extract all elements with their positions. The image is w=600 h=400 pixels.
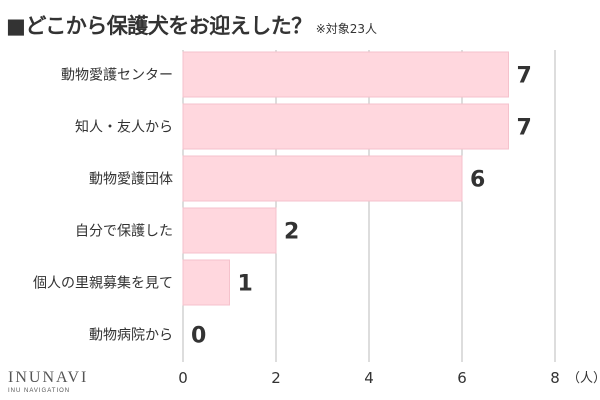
bar-3 — [182, 207, 277, 254]
logo-subtitle: INU NAVIGATION — [8, 388, 71, 394]
data-label-1: 7 — [517, 116, 532, 141]
bar-1 — [182, 103, 509, 150]
data-label-4: 1 — [238, 272, 253, 297]
bar-0 — [182, 51, 509, 98]
category-label-0: 動物愛護センター — [61, 68, 173, 84]
category-label-4: 個人の里親募集を見て — [33, 275, 173, 292]
logo-brand: INUNAVI — [8, 369, 89, 386]
category-label-5: 動物病院から — [89, 328, 173, 344]
chart-title-text: ■どこから保護犬をお迎えした？ — [6, 14, 312, 38]
bar-2 — [182, 155, 463, 202]
chart-title-note: ※対象23人 — [315, 22, 378, 36]
x-tick-label-8: 8 — [550, 369, 560, 387]
data-label-0: 7 — [517, 64, 532, 89]
bar-4 — [182, 259, 230, 306]
x-tick-label-4: 4 — [364, 369, 374, 387]
category-label-1: 知人・友人から — [75, 119, 173, 136]
x-tick-label-6: 6 — [457, 369, 467, 387]
category-label-3: 自分で保護した — [75, 224, 173, 240]
x-tick-label-0: 0 — [178, 369, 188, 387]
chart-title: ■どこから保護犬をお迎えした？ ※対象23人 — [6, 10, 377, 40]
x-tick-label-2: 2 — [271, 369, 281, 387]
inunavi-logo: INUNAVI INU NAVIGATION — [8, 369, 89, 395]
data-label-2: 6 — [470, 168, 485, 193]
data-label-3: 2 — [284, 220, 299, 245]
data-label-5: 0 — [191, 324, 206, 349]
category-label-2: 動物愛護団体 — [89, 172, 173, 188]
x-unit-label: （人） — [567, 371, 600, 386]
